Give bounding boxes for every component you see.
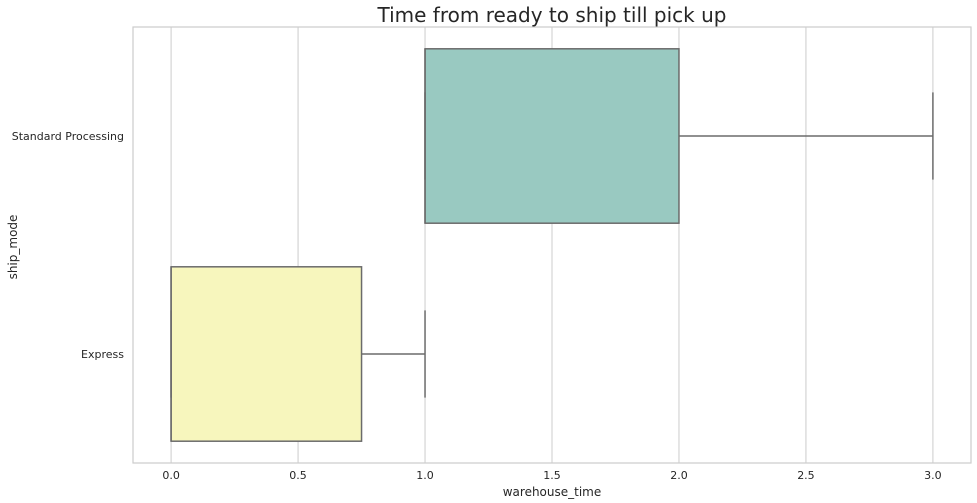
- box-body: [170, 266, 363, 442]
- chart-title: Time from ready to ship till pick up: [376, 3, 726, 27]
- box-body: [424, 48, 680, 224]
- x-tick-label: 2.0: [670, 469, 688, 482]
- x-tick-label: 1.0: [416, 469, 434, 482]
- x-tick-label: 0.0: [162, 469, 180, 482]
- y-tick-label: Standard Processing: [12, 130, 124, 143]
- y-axis-label: ship_mode: [6, 215, 20, 280]
- x-tick-labels: 0.0 0.5 1.0 1.5 2.0 2.5 3.0: [162, 469, 941, 482]
- x-tick-label: 2.5: [797, 469, 815, 482]
- y-tick-label: Express: [81, 348, 124, 361]
- plot-frame: [132, 26, 972, 464]
- x-tick-label: 0.5: [289, 469, 307, 482]
- x-tick-label: 3.0: [924, 469, 942, 482]
- boxes: [170, 48, 934, 442]
- y-tick-labels: Standard Processing Express: [12, 130, 125, 361]
- box-express: [170, 266, 426, 442]
- x-axis-label: warehouse_time: [503, 485, 602, 499]
- x-tick-label: 1.5: [543, 469, 561, 482]
- box-standard-processing: [424, 48, 934, 224]
- plot-border: [132, 26, 972, 464]
